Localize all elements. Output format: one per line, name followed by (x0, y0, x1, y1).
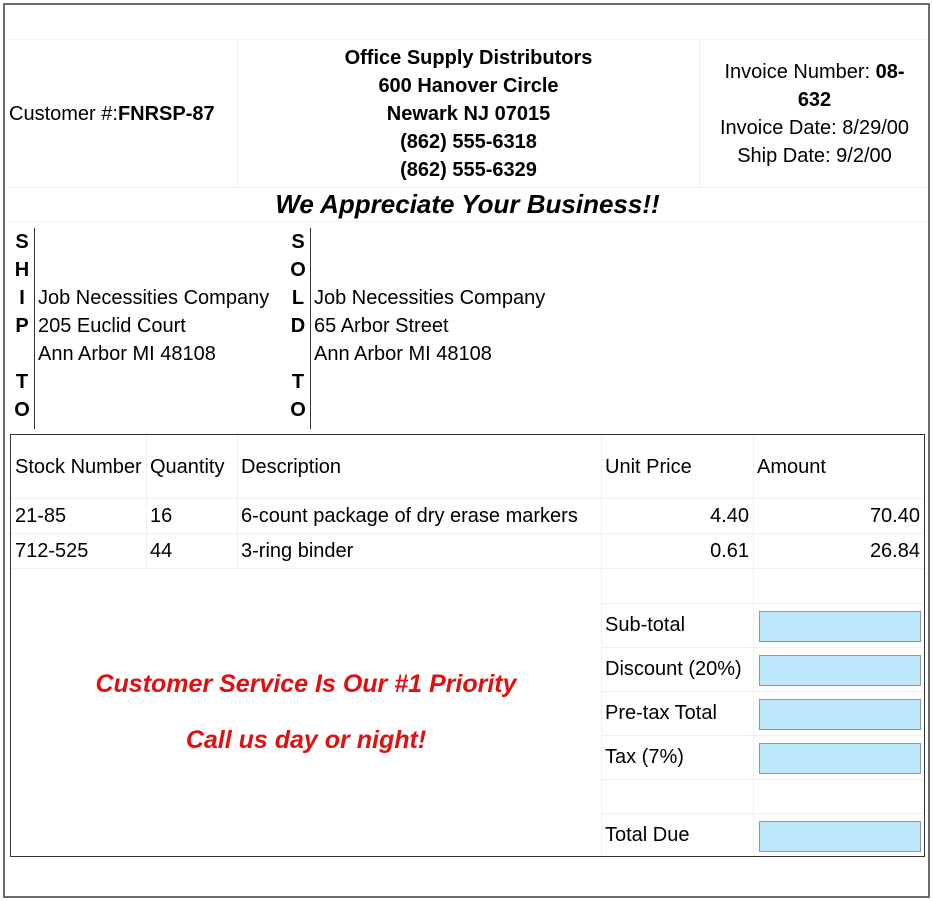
row-2-amount: 26.84 (869, 540, 920, 562)
ship-to-vertical-label: S H I P T O (10, 228, 35, 429)
tax-label: Tax (7%) (605, 746, 684, 768)
invoice-header: Customer #: FNRSP-87 Office Supply Distr… (7, 39, 928, 188)
pretax-total-label: Pre-tax Total (605, 702, 717, 724)
row-1-quantity: 16 (150, 505, 173, 527)
invoice-number-label: Invoice Number: (724, 60, 876, 83)
row-2-quantity: 44 (150, 540, 173, 562)
company-phone-2: (862) 555-6329 (400, 158, 537, 181)
line-items-table: Stock Number Quantity Description Unit P… (10, 434, 925, 857)
ship-to-letter: S (15, 231, 29, 253)
sold-to-letter: L (291, 287, 305, 309)
invoice-number: Invoice Number: 08-632 (710, 58, 920, 114)
total-due-label: Total Due (605, 824, 690, 846)
sold-to-letter: D (290, 315, 306, 337)
row-2-unit-price: 0.61 (710, 540, 749, 562)
ship-to-letter: O (14, 399, 30, 421)
invoice-number-value: 08-632 (797, 60, 905, 111)
col-header-description: Description (241, 456, 342, 478)
ship-to-street: 205 Euclid Court (38, 315, 186, 337)
sold-to-vertical-label: S O L D T O (286, 228, 311, 429)
sold-to-letter: S (291, 231, 305, 253)
sold-to-letter: T (291, 371, 305, 393)
col-header-unit-price: Unit Price (605, 456, 692, 478)
company-address-line1: 600 Hanover Circle (378, 74, 559, 97)
ship-to-letter: H (14, 259, 30, 281)
col-header-quantity: Quantity (150, 456, 225, 478)
tagline: We Appreciate Your Business!! (7, 187, 928, 222)
sold-to-letter: O (290, 259, 306, 281)
subtotal-field[interactable] (759, 611, 921, 642)
company-phone-1: (862) 555-6318 (400, 130, 537, 153)
promo-call-us: Call us day or night! (185, 726, 427, 754)
ship-to-letter: I (19, 287, 25, 309)
ship-to-letter: P (15, 315, 29, 337)
col-header-stock-number: Stock Number (15, 456, 142, 478)
customer-number-block: Customer #: FNRSP-87 (9, 40, 235, 187)
company-address-line2: Newark NJ 07015 (386, 102, 551, 125)
row-2-description: 3-ring binder (241, 540, 354, 562)
row-1-description: 6-count package of dry erase markers (241, 505, 578, 527)
sold-to-letter: O (290, 399, 306, 421)
promo-customer-service: Customer Service Is Our #1 Priority (95, 670, 517, 698)
discount-field[interactable] (759, 655, 921, 686)
ship-to-city: Ann Arbor MI 48108 (38, 343, 216, 365)
pretax-total-field[interactable] (759, 699, 921, 730)
customer-number-value: FNRSP-87 (117, 102, 215, 125)
invoice-page: Customer #: FNRSP-87 Office Supply Distr… (3, 3, 930, 898)
row-1-unit-price: 4.40 (710, 505, 749, 527)
ship-to-name: Job Necessities Company (38, 287, 270, 309)
invoice-date: Invoice Date: 8/29/00 (719, 116, 909, 139)
ship-to-letter: T (15, 371, 29, 393)
sold-to-letter (286, 340, 310, 368)
col-header-amount: Amount (757, 456, 826, 478)
company-info-block: Office Supply Distributors 600 Hanover C… (237, 40, 700, 187)
sold-to-name: Job Necessities Company (314, 287, 546, 309)
tax-field[interactable] (759, 743, 921, 774)
row-1-amount: 70.40 (869, 505, 920, 527)
ship-date: Ship Date: 9/2/00 (737, 144, 892, 167)
sold-to-address: Job Necessities Company 65 Arbor Street … (314, 284, 545, 368)
sold-to-city: Ann Arbor MI 48108 (314, 343, 492, 365)
customer-number-label: Customer #: (9, 102, 118, 125)
invoice-info-block: Invoice Number: 08-632 Invoice Date: 8/2… (701, 40, 928, 187)
sold-to-street: 65 Arbor Street (314, 315, 449, 337)
total-due-field[interactable] (759, 821, 921, 852)
ship-to-address: Job Necessities Company 205 Euclid Court… (38, 284, 269, 368)
company-name: Office Supply Distributors (344, 46, 593, 69)
row-1-stock-number: 21-85 (15, 505, 67, 527)
subtotal-label: Sub-total (605, 614, 686, 636)
row-2-stock-number: 712-525 (15, 540, 89, 562)
discount-label: Discount (20%) (605, 658, 742, 680)
ship-to-letter (10, 340, 34, 368)
